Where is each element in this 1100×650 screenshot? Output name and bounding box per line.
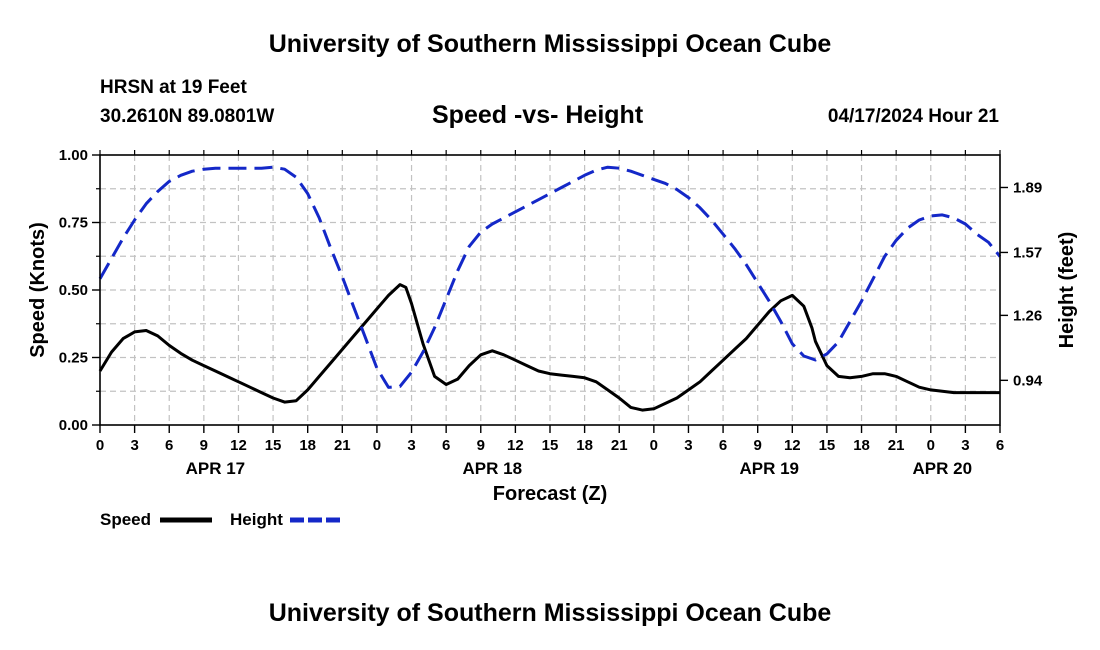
bottom-title: University of Southern Mississippi Ocean… [268, 599, 832, 627]
x-tick-label: 18 [853, 437, 870, 454]
legend-label-speed: Speed [100, 510, 151, 529]
y-tick-label: 0.00 [59, 417, 88, 434]
date-label: APR 19 [739, 459, 799, 478]
x-tick-label: 6 [165, 437, 173, 454]
x-tick-label: 6 [719, 437, 727, 454]
grid-lines [100, 155, 1000, 425]
chart-title: Speed -vs- Height [432, 101, 644, 129]
x-tick-label: 0 [373, 437, 381, 454]
x-tick-label: 9 [754, 437, 762, 454]
y-axis-label: Speed (Knots) [27, 222, 49, 358]
x-tick-label: 3 [684, 437, 692, 454]
date-label: APR 17 [186, 459, 246, 478]
legend-label-height: Height [230, 510, 283, 529]
x-tick-label: 3 [407, 437, 415, 454]
y-tick-label: 0.75 [59, 215, 88, 232]
x-tick-label: 12 [784, 437, 801, 454]
x-axis-label: Forecast (Z) [493, 483, 607, 505]
x-tick-label: 0 [650, 437, 658, 454]
y2-tick-label: 0.94 [1013, 372, 1043, 389]
x-tick-label: 15 [265, 437, 282, 454]
legend: Speed Height [100, 510, 342, 529]
x-tick-label: 3 [961, 437, 969, 454]
x-tick-label: 15 [819, 437, 836, 454]
x-tick-label: 6 [442, 437, 450, 454]
date-label: APR 20 [913, 459, 973, 478]
main-title: University of Southern Mississippi Ocean… [268, 30, 832, 58]
x-tick-label: 0 [96, 437, 104, 454]
x-tick-label: 3 [130, 437, 138, 454]
station-name: HRSN at 19 Feet [100, 77, 247, 98]
x-tick-label: 12 [230, 437, 247, 454]
x-tick-label: 21 [611, 437, 628, 454]
series-line-speed [98, 283, 1000, 412]
x-tick-label: 12 [507, 437, 524, 454]
x-tick-label: 6 [996, 437, 1004, 454]
x-tick-label: 15 [542, 437, 559, 454]
x-tick-label: 18 [576, 437, 593, 454]
y-tick-label: 1.00 [59, 147, 88, 164]
y2-tick-label: 1.26 [1013, 307, 1042, 324]
axes: 0 3 6 9 12 15 18 21 0 3 6 9 12 15 18 21 0 3 6 9 12 15 18 21 0 3 6 0… [59, 147, 1043, 478]
y-tick-label: 0.50 [59, 282, 88, 299]
x-tick-label: 9 [200, 437, 208, 454]
x-tick-label: 21 [334, 437, 351, 454]
y2-tick-label: 1.57 [1013, 244, 1042, 261]
date-label: APR 18 [463, 459, 523, 478]
series-layer [98, 165, 1002, 412]
x-tick-label: 9 [477, 437, 485, 454]
y-tick-label: 0.25 [59, 350, 88, 367]
y2-axis-label: Height (feet) [1056, 232, 1078, 349]
y2-tick-label: 1.89 [1013, 179, 1042, 196]
issued-time: 04/17/2024 Hour 21 [827, 106, 999, 127]
x-tick-label: 18 [299, 437, 316, 454]
x-tick-label: 21 [888, 437, 905, 454]
station-coordinates: 30.2610N 89.0801W [100, 106, 275, 127]
x-tick-label: 0 [927, 437, 935, 454]
